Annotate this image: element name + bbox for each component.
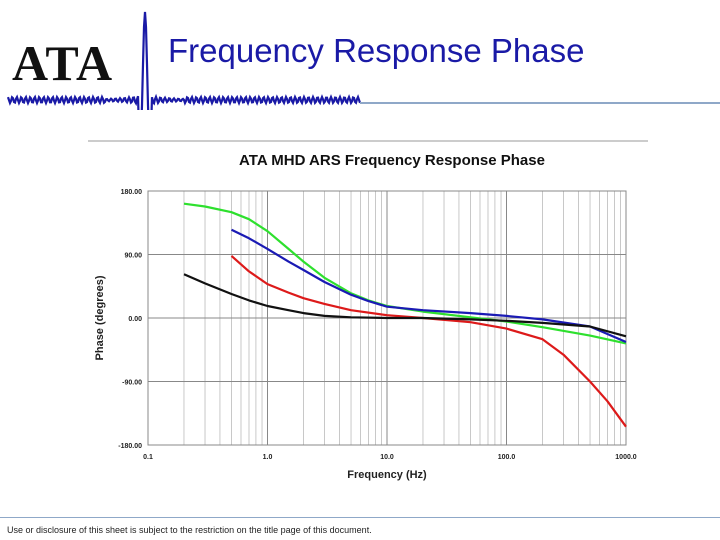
chart-title: ATA MHD ARS Frequency Response Phase [239,152,545,169]
y-axis-label: Phase (degrees) [94,275,106,360]
y-tick-label: 0.00 [128,316,142,323]
series-line-red [230,255,627,428]
series-line-blue [231,228,627,344]
footer-rule [0,517,720,518]
x-tick-label: 1000.0 [615,454,637,461]
x-tick-labels: 0.1 1.0 10.0 100.0 1000.0 [143,454,637,461]
y-tick-label: -90.00 [122,380,142,387]
y-tick-label: -180.00 [118,443,142,450]
ata-logo: ATA [12,35,114,91]
x-tick-label: 1.0 [263,454,273,461]
header-waveform-graphic [6,11,720,110]
x-tick-label: 10.0 [380,454,394,461]
y-tick-label: 90.00 [124,253,142,260]
series-line-black [183,273,627,338]
y-tick-label: 180.00 [121,189,143,196]
header-waveform-line [6,11,362,110]
slide-title: Frequency Response Phase [168,32,585,69]
series-lines [183,202,627,428]
x-axis-label: Frequency (Hz) [347,469,427,481]
series-line-green [183,202,627,345]
footer-note: Use or disclosure of this sheet is subje… [7,525,372,535]
x-tick-label: 0.1 [143,454,153,461]
x-tick-label: 100.0 [498,454,516,461]
y-tick-labels: 180.00 90.00 0.00 -90.00 -180.00 [118,189,142,450]
plot-area-border [147,190,627,446]
